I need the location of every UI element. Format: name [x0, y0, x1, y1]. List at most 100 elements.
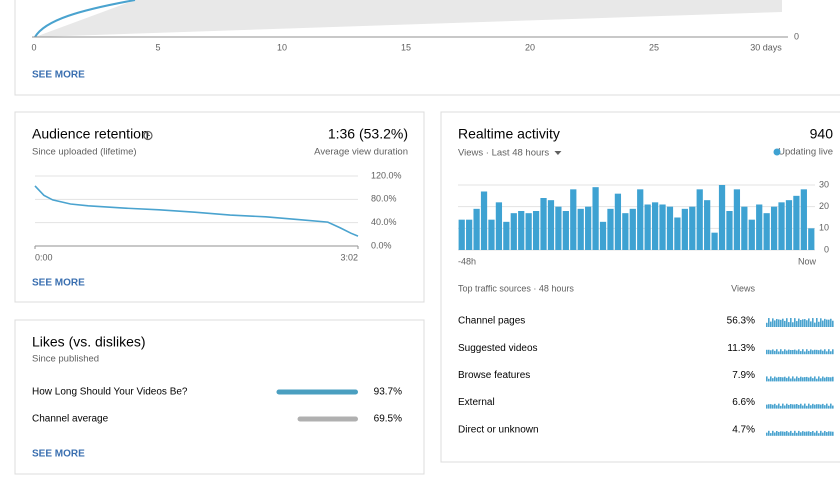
card-title: Realtime activity: [458, 126, 560, 142]
sparkline-bar: [772, 430, 774, 436]
bar: [570, 189, 577, 250]
sparkline-bar: [782, 377, 784, 382]
traffic-table: Channel pages 56.3% Suggested videos 11.3% B…: [458, 316, 834, 436]
sparkline-bar: [828, 431, 830, 436]
bar: [540, 198, 547, 250]
sparkline-bar: [768, 378, 770, 382]
sparkline-bar: [776, 318, 778, 327]
sparkline-bar: [806, 405, 808, 409]
sparkline-bar: [792, 349, 794, 355]
bar: [733, 189, 741, 250]
card-subtitle: Since published: [32, 354, 99, 365]
sparkline-bar: [778, 351, 780, 355]
see-more[interactable]: SEE MORE: [32, 278, 85, 289]
sparkline-bar: [830, 431, 832, 436]
y-tick-label: 40.0%: [371, 217, 397, 227]
sparkline-bar: [812, 350, 814, 355]
bar: [748, 219, 755, 250]
sparkline-bar: [788, 376, 790, 382]
sparkline-bar: [798, 430, 800, 436]
sparkline-bar: [820, 349, 822, 355]
sparkline-bar: [816, 349, 818, 355]
sparkline-bar: [832, 376, 834, 382]
x-tick-label: 25: [649, 42, 659, 52]
bar: [711, 232, 718, 250]
sparkline-bar: [808, 403, 810, 409]
sparkline-bar: [798, 404, 800, 409]
sparkline-bar: [768, 404, 770, 409]
sparkline-bar: [816, 430, 818, 436]
bar: [555, 206, 562, 250]
y-tick-label: 0: [794, 31, 799, 41]
sparkline-bar: [780, 349, 782, 355]
sparkline-bar: [778, 431, 780, 436]
sparkline-bar: [782, 431, 784, 436]
sparkline-bar: [814, 432, 816, 436]
sparkline-bar: [770, 350, 772, 355]
sparkline-bar: [814, 376, 816, 382]
sparkline-bar: [820, 430, 822, 436]
sparkline-bar: [792, 376, 794, 382]
bar: [674, 217, 681, 250]
sparkline-bar: [794, 378, 796, 382]
source-name: Channel pages: [458, 316, 525, 327]
sparkline-bar: [788, 404, 790, 409]
sparkline-bar: [796, 376, 798, 382]
sparkline-bar: [822, 403, 824, 409]
bar: [808, 228, 815, 250]
source-value: 4.7%: [732, 424, 755, 435]
card: [14, 111, 425, 303]
y-tick-label: 80.0%: [371, 194, 397, 204]
x-label: Now: [798, 256, 817, 266]
see-more[interactable]: SEE MORE: [32, 70, 85, 81]
retention-chart: 0.0% 40.0% 80.0% 120.0% 0:00 3:02: [34, 170, 402, 262]
sparkline-bar: [796, 432, 798, 436]
sparkline-bar: [766, 432, 768, 436]
see-more[interactable]: SEE MORE: [32, 449, 85, 460]
area-shade: [35, 0, 782, 37]
sparkline-bar: [784, 376, 786, 382]
bar: [718, 185, 726, 250]
sparkline-bar: [832, 431, 834, 436]
sparkline-bar: [780, 405, 782, 409]
sparkline-bar: [768, 430, 770, 436]
sparkline-bar: [806, 349, 808, 355]
sparkline-bar: [804, 403, 806, 409]
bar: [763, 213, 770, 250]
sparkline-bar: [776, 349, 778, 355]
sparkline-bar: [770, 433, 772, 436]
sparkline-bar: [774, 320, 776, 327]
x-tick-label: 10: [277, 42, 287, 52]
sparkline-bar: [784, 320, 786, 327]
bar: [525, 213, 532, 250]
sparkline-bar: [786, 350, 788, 355]
sparkline-bar: [826, 319, 828, 327]
dropdown-arrow: [554, 151, 562, 155]
x-tick-label: 20: [525, 42, 535, 52]
sparkline-bar: [818, 321, 820, 327]
bar: [607, 208, 614, 250]
bar: [480, 191, 488, 250]
sparkline-bar: [832, 405, 834, 409]
sparkline-bar: [816, 318, 818, 327]
sparkline-bar: [810, 405, 812, 409]
sparkline-bar: [774, 350, 776, 355]
sparkline-bar: [828, 349, 830, 355]
value-label: 69.5%: [374, 414, 402, 425]
sparkline-bar: [802, 377, 804, 382]
bar: [577, 208, 584, 250]
sparkline-bar: [790, 378, 792, 382]
sparkline-bar: [800, 432, 802, 436]
x-tick-label: 3:02: [340, 252, 358, 262]
sparkline-bar: [808, 431, 810, 436]
sparkline-bar: [786, 403, 788, 409]
sparkline-bar: [824, 318, 826, 327]
y-tick-label: 30: [819, 179, 829, 189]
bar: [785, 200, 793, 250]
sparkline-bar: [824, 377, 826, 382]
sparkline-bar: [790, 350, 792, 355]
period-select[interactable]: Views · Last 48 hours: [458, 148, 549, 159]
sparkline-bar: [820, 378, 822, 382]
sparkline-bar: [772, 349, 774, 355]
bar: [644, 204, 651, 250]
